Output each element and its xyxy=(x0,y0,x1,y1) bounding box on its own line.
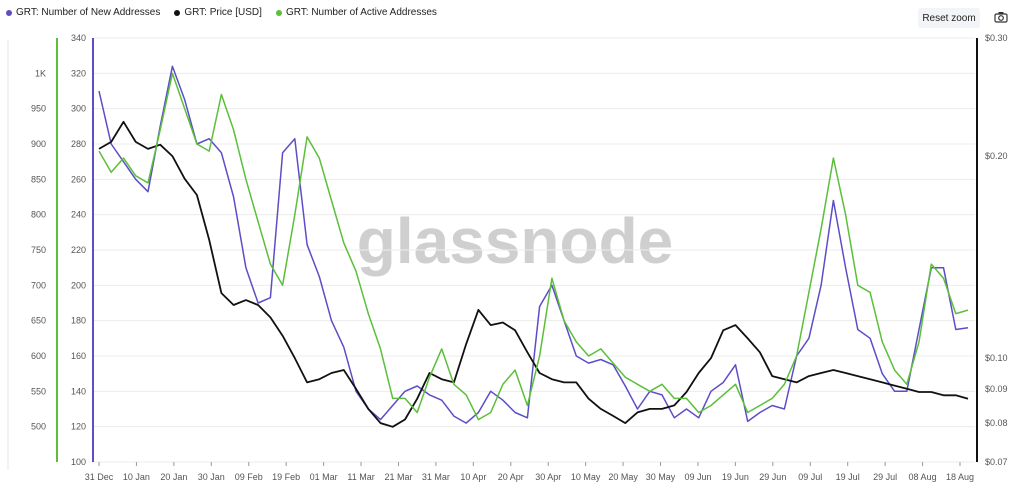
x-tick-label: 01 Mar xyxy=(310,472,338,482)
axes: 1K 950 900 850 800 750 700 650 600 550 500 340 320 30… xyxy=(7,33,1008,482)
x-tick-label: 10 May xyxy=(571,472,601,482)
left-inner-tick-label: 220 xyxy=(71,245,86,255)
x-tick-label: 30 May xyxy=(646,472,676,482)
watermark: glassnode xyxy=(357,205,674,277)
chart-legend: GRT: Number of New Addresses GRT: Price … xyxy=(6,7,437,18)
series-line-2 xyxy=(98,72,969,421)
left-inner-tick-label: 100 xyxy=(71,457,86,467)
left-inner-tick-label: 340 xyxy=(71,33,86,43)
left-inner-tick-label: 280 xyxy=(71,139,86,149)
x-tick-label: 19 Feb xyxy=(272,472,300,482)
series-line-1 xyxy=(98,120,969,428)
right-tick-label: $0.09 xyxy=(985,384,1008,394)
right-tick-label: $0.07 xyxy=(985,457,1008,467)
series-group xyxy=(98,65,969,428)
left-outer-tick-label: 850 xyxy=(31,174,46,184)
legend-label: GRT: Number of Active Addresses xyxy=(285,7,437,18)
legend-dot-icon xyxy=(6,9,12,16)
left-inner-tick-label: 140 xyxy=(71,386,86,396)
x-tick-label: 19 Jul xyxy=(836,472,860,482)
right-tick-label: $0.10 xyxy=(985,353,1008,363)
left-inner-tick-label: 200 xyxy=(71,280,86,290)
left-outer-tick-label: 550 xyxy=(31,386,46,396)
left-inner-tick-label: 160 xyxy=(71,351,86,361)
legend-dot-icon xyxy=(275,9,282,16)
x-tick-label: 08 Aug xyxy=(909,472,937,482)
left-outer-tick-label: 600 xyxy=(31,351,46,361)
x-tick-label: 18 Aug xyxy=(946,472,974,482)
legend-item-new-addresses[interactable]: GRT: Number of New Addresses xyxy=(6,7,160,18)
left-outer-tick-label: 1K xyxy=(35,68,46,78)
left-inner-tick-label: 260 xyxy=(71,174,86,184)
x-tick-label: 30 Jan xyxy=(198,472,225,482)
x-tick-label: 29 Jun xyxy=(759,472,786,482)
x-tick-label: 31 Mar xyxy=(422,472,450,482)
x-tick-label: 21 Mar xyxy=(384,472,412,482)
left-outer-tick-label: 750 xyxy=(31,245,46,255)
left-inner-tick-label: 320 xyxy=(71,68,86,78)
x-tick-label: 19 Jun xyxy=(722,472,749,482)
legend-label: GRT: Price [USD] xyxy=(184,7,262,18)
right-tick-label: $0.30 xyxy=(985,33,1008,43)
reset-zoom-button[interactable]: Reset zoom xyxy=(918,8,980,28)
x-tick-label: 10 Jan xyxy=(123,472,150,482)
x-tick-label: 30 Apr xyxy=(535,472,561,482)
legend-item-active-addresses[interactable]: GRT: Number of Active Addresses xyxy=(275,7,437,18)
x-tick-label: 20 May xyxy=(608,472,638,482)
x-tick-label: 31 Dec xyxy=(85,472,114,482)
x-tick-label: 09 Feb xyxy=(235,472,263,482)
x-tick-label: 20 Jan xyxy=(160,472,187,482)
x-tick-label: 10 Apr xyxy=(460,472,486,482)
left-inner-tick-label: 300 xyxy=(71,104,86,114)
right-tick-label: $0.20 xyxy=(985,151,1008,161)
legend-item-price[interactable]: GRT: Price [USD] xyxy=(174,7,262,18)
left-outer-tick-label: 700 xyxy=(31,280,46,290)
x-tick-label: 09 Jun xyxy=(684,472,711,482)
left-outer-tick-label: 800 xyxy=(31,210,46,220)
x-tick-label: 09 Jul xyxy=(798,472,822,482)
x-tick-label: 29 Jul xyxy=(873,472,897,482)
left-inner-tick-label: 120 xyxy=(71,422,86,432)
left-outer-tick-label: 900 xyxy=(31,139,46,149)
left-inner-tick-label: 240 xyxy=(71,210,86,220)
left-inner-tick-label: 180 xyxy=(71,316,86,326)
legend-label: GRT: Number of New Addresses xyxy=(16,7,161,18)
x-tick-label: 11 Mar xyxy=(347,472,374,482)
left-outer-tick-label: 950 xyxy=(31,104,46,114)
legend-dot-icon xyxy=(174,9,181,16)
camera-icon[interactable] xyxy=(994,11,1008,23)
right-tick-label: $0.08 xyxy=(985,418,1008,428)
left-outer-tick-label: 650 xyxy=(31,316,46,326)
left-outer-tick-label: 500 xyxy=(31,422,46,432)
x-tick-label: 20 Apr xyxy=(498,472,524,482)
